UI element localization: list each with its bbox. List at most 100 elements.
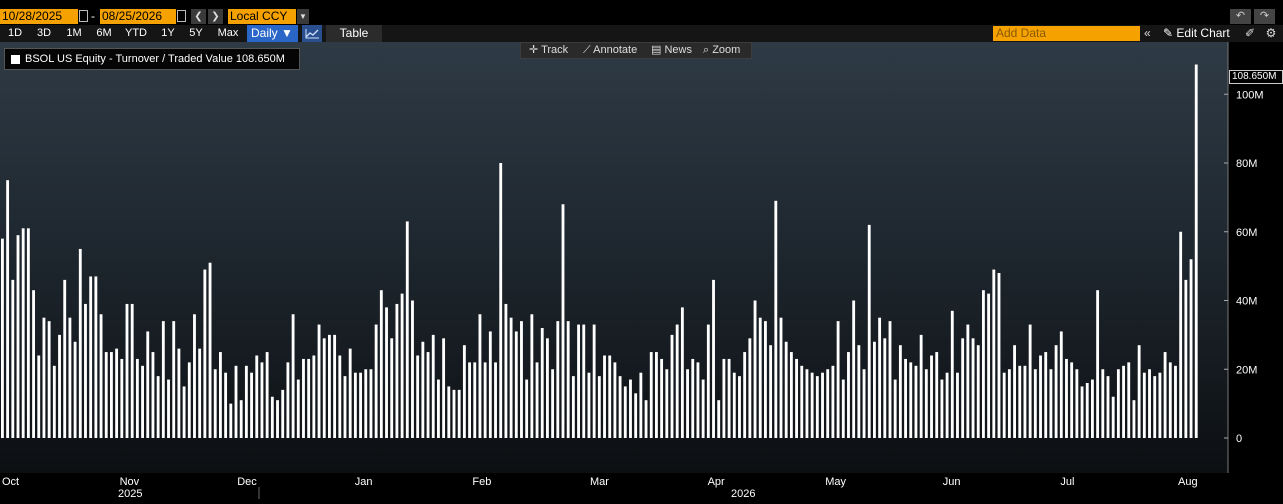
- currency-select[interactable]: Local CCY: [228, 9, 296, 24]
- range-1d-button[interactable]: 1D: [7, 27, 23, 39]
- bar: [84, 303, 87, 438]
- bar: [717, 400, 721, 438]
- line-chart-icon[interactable]: [302, 25, 322, 42]
- edit-chart-button[interactable]: ✎ Edit Chart: [1163, 26, 1230, 40]
- top-toolbar: 10/28/2025 - 08/25/2026 ❮ ❯ Local CCY ▼ …: [0, 0, 1283, 24]
- bar: [400, 293, 404, 439]
- x-tick-label: Jun: [943, 476, 961, 488]
- bar: [789, 352, 793, 438]
- bar: [904, 358, 907, 438]
- bar: [1179, 231, 1183, 438]
- edit-icon[interactable]: ✐: [1244, 26, 1256, 40]
- bar: [172, 321, 176, 439]
- bar: [644, 400, 648, 438]
- bar: [608, 355, 612, 438]
- bar: [862, 369, 866, 438]
- bar: [992, 269, 996, 438]
- bar: [883, 338, 887, 438]
- bar: [618, 376, 622, 439]
- prev-period-icon[interactable]: ❮: [191, 9, 206, 24]
- last-value-label: 108.650M: [1229, 70, 1283, 84]
- bar: [1137, 345, 1141, 438]
- bar: [675, 324, 679, 438]
- bar: [224, 372, 228, 438]
- bar: [592, 324, 596, 438]
- bar: [234, 365, 238, 438]
- bar: [660, 358, 664, 438]
- bar: [343, 376, 347, 439]
- news-button[interactable]: ▤ News: [651, 44, 692, 56]
- bar: [966, 324, 970, 438]
- bar: [1096, 290, 1100, 438]
- range-ytd-button[interactable]: YTD: [125, 27, 147, 39]
- range-6m-button[interactable]: 6M: [96, 27, 112, 39]
- bar: [800, 365, 804, 438]
- bar: [494, 362, 497, 439]
- redo-icon[interactable]: ↷: [1254, 9, 1275, 24]
- add-data-input[interactable]: [993, 26, 1140, 41]
- undo-icon[interactable]: ↶: [1230, 9, 1251, 24]
- range-3d-button[interactable]: 3D: [36, 27, 52, 39]
- collapse-icon[interactable]: «: [1144, 26, 1151, 40]
- bar: [1174, 365, 1177, 438]
- annotate-button[interactable]: ⟋ Annotate: [583, 44, 638, 56]
- bar: [504, 303, 508, 438]
- bar: [1085, 383, 1089, 438]
- bar: [566, 321, 570, 439]
- bar: [348, 348, 352, 439]
- range-1y-button[interactable]: 1Y: [161, 27, 175, 39]
- bar: [577, 324, 580, 438]
- bar: [1044, 352, 1048, 438]
- end-calendar-icon[interactable]: [177, 10, 186, 22]
- bar: [213, 369, 217, 438]
- chart-legend[interactable]: BSOL US Equity - Turnover / Traded Value…: [4, 48, 300, 70]
- bar: [11, 279, 15, 439]
- x-tick-label: Nov: [120, 476, 140, 488]
- bar: [655, 352, 658, 438]
- frequency-select[interactable]: Daily ▼: [247, 25, 298, 42]
- bar: [68, 317, 72, 438]
- bar: [571, 376, 575, 439]
- bar: [328, 334, 331, 439]
- range-1m-button[interactable]: 1M: [66, 27, 82, 39]
- bar: [691, 358, 695, 438]
- x-tick-label: Feb: [472, 476, 491, 488]
- x-tick-label: Dec: [237, 476, 257, 488]
- bar: [712, 279, 715, 439]
- gear-icon[interactable]: ⚙: [1265, 26, 1277, 40]
- y-tick-label: 80M: [1236, 158, 1257, 170]
- bar: [987, 293, 991, 439]
- zoom-button[interactable]: ⌕ Zoom: [703, 44, 741, 56]
- start-date-field[interactable]: 10/28/2025: [0, 9, 78, 24]
- bar: [686, 369, 689, 438]
- bar: [1028, 324, 1032, 438]
- bar: [26, 228, 30, 438]
- range-max-button[interactable]: Max: [217, 27, 239, 39]
- bar: [369, 369, 373, 438]
- tab-table[interactable]: Table: [326, 25, 382, 42]
- range-5y-button[interactable]: 5Y: [189, 27, 203, 39]
- track-button[interactable]: ✛ Track: [529, 44, 569, 56]
- x-tick-label: Jul: [1060, 476, 1074, 488]
- bar: [971, 338, 975, 438]
- bar: [276, 400, 279, 438]
- y-tick-label: 100M: [1236, 89, 1264, 101]
- bar: [177, 348, 181, 439]
- bar: [898, 345, 902, 438]
- bar: [540, 328, 544, 438]
- bar: [468, 362, 471, 439]
- chevron-down-icon[interactable]: ▼: [297, 9, 309, 24]
- next-period-icon[interactable]: ❯: [208, 9, 223, 24]
- bar: [914, 365, 918, 438]
- bar: [597, 376, 601, 439]
- bar: [120, 358, 124, 438]
- bar: [286, 362, 290, 439]
- start-calendar-icon[interactable]: [79, 10, 88, 22]
- bar: [1194, 64, 1198, 438]
- bar: [1091, 379, 1094, 438]
- bar: [551, 369, 555, 438]
- bar: [1111, 396, 1115, 438]
- bar: [815, 376, 819, 439]
- date-separator: -: [91, 9, 95, 23]
- end-date-field[interactable]: 08/25/2026: [100, 9, 176, 24]
